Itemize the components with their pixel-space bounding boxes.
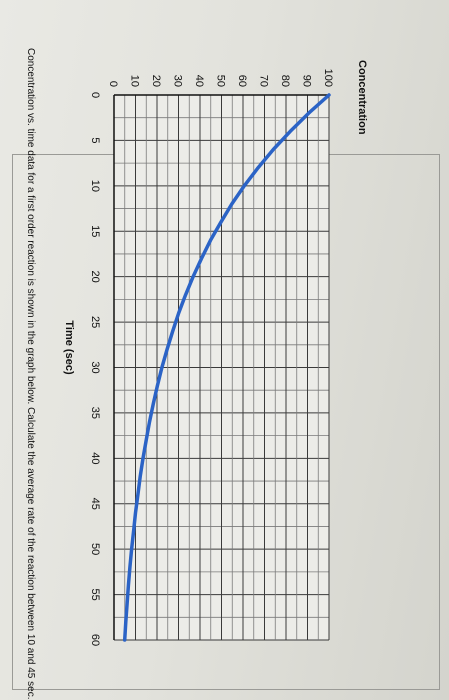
x-tick-label: 0 — [89, 92, 101, 98]
y-tick-label: 30 — [172, 75, 184, 87]
grid — [113, 94, 330, 641]
y-tick-label: 50 — [215, 75, 227, 87]
tick-labels: 0 10 20 30 40 50 60 70 80 90 100 0 5 10 15 20 25 30 35 40 45… — [89, 69, 334, 646]
x-tick-label: 40 — [89, 452, 101, 464]
y-tick-label: 10 — [129, 75, 141, 87]
x-axis-label: Time (sec) — [63, 320, 75, 375]
x-tick-label: 50 — [89, 543, 101, 555]
x-tick-label: 35 — [89, 407, 101, 419]
y-tick-label: 60 — [236, 75, 248, 87]
y-tick-label: 20 — [150, 75, 162, 87]
x-tick-label: 30 — [89, 361, 101, 373]
x-tick-label: 5 — [89, 137, 101, 143]
x-tick-label: 10 — [89, 180, 101, 192]
series-layer — [122, 93, 331, 642]
series-line-0 — [122, 93, 331, 642]
y-tick-label: 90 — [301, 75, 313, 87]
x-tick-label: 60 — [89, 634, 101, 646]
y-axis-label: Concentration — [356, 60, 368, 135]
axes — [113, 94, 329, 640]
y-tick-label: 40 — [193, 75, 205, 87]
y-tick-label: 100 — [322, 69, 334, 87]
y-tick-label: 0 — [107, 81, 119, 87]
x-tick-label: 45 — [89, 498, 101, 510]
x-tick-label: 15 — [89, 225, 101, 237]
x-tick-label: 55 — [89, 588, 101, 600]
y-tick-label: 70 — [258, 75, 270, 87]
x-tick-label: 20 — [89, 271, 101, 283]
x-tick-label: 25 — [89, 316, 101, 328]
y-tick-label: 80 — [279, 75, 291, 87]
